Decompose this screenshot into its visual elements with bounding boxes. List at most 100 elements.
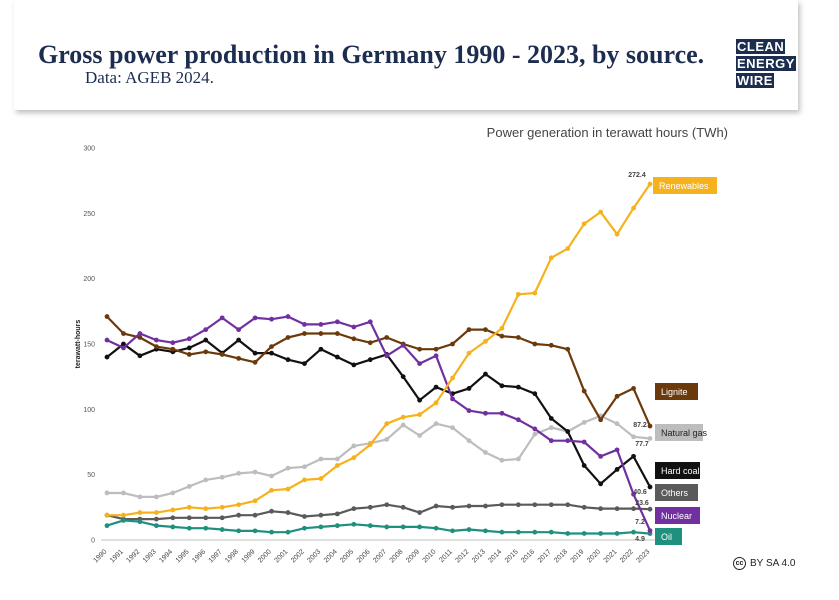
data-point-hard-coal — [104, 354, 110, 360]
data-point-lignite — [433, 346, 439, 352]
series-line-natural-gas — [107, 414, 651, 498]
data-point-others — [515, 502, 521, 508]
data-point-others — [153, 516, 159, 522]
data-point-natural-gas — [203, 477, 209, 483]
data-point-oil — [631, 529, 636, 535]
data-point-others — [219, 515, 225, 521]
data-point-oil — [153, 523, 159, 529]
data-point-hard-coal — [334, 354, 340, 360]
data-point-renewables — [121, 512, 126, 518]
x-tick-label: 2012 — [454, 548, 470, 564]
x-tick-label: 2023 — [635, 548, 651, 564]
x-tick-label: 2001 — [273, 548, 289, 564]
data-point-lignite — [631, 386, 636, 391]
data-point-oil — [598, 531, 604, 536]
x-tick-label: 2014 — [487, 548, 503, 564]
data-point-lignite — [252, 359, 258, 365]
data-point-natural-gas — [104, 490, 110, 496]
data-point-oil — [367, 523, 373, 529]
data-point-nuclear — [203, 327, 209, 333]
x-tick-label: 2008 — [389, 548, 405, 564]
data-point-natural-gas — [515, 456, 521, 462]
data-point-oil — [499, 529, 505, 535]
data-point-natural-gas — [334, 456, 340, 462]
data-point-others — [203, 515, 209, 521]
data-point-natural-gas — [532, 431, 538, 437]
data-point-oil — [581, 531, 587, 536]
series-layer — [104, 181, 653, 536]
data-point-hard-coal — [631, 453, 636, 459]
data-point-others — [581, 504, 587, 510]
data-point-oil — [384, 524, 390, 530]
logo-line-1: CLEAN — [736, 39, 786, 54]
data-point-lignite — [483, 327, 488, 333]
data-point-nuclear — [153, 337, 159, 343]
data-point-natural-gas — [170, 490, 176, 496]
data-point-nuclear — [302, 322, 307, 327]
data-point-nuclear — [499, 410, 505, 416]
x-tick-label: 2004 — [323, 548, 339, 564]
data-point-renewables — [351, 455, 357, 461]
data-point-oil — [285, 529, 291, 535]
data-point-others — [450, 504, 455, 510]
data-point-nuclear — [269, 316, 274, 322]
x-tick-label: 2016 — [520, 548, 536, 564]
y-tick-label: 150 — [83, 342, 95, 349]
data-point-hard-coal — [466, 386, 472, 391]
data-point-nuclear — [219, 315, 225, 321]
y-tick-label: 200 — [83, 276, 95, 283]
data-point-hard-coal — [483, 371, 488, 377]
data-point-others — [384, 502, 390, 508]
series-others — [104, 502, 653, 522]
data-point-hard-coal — [351, 362, 357, 368]
data-point-others — [433, 503, 439, 509]
data-point-lignite — [137, 335, 143, 340]
data-point-renewables — [417, 412, 423, 417]
data-point-hard-coal — [581, 463, 587, 468]
data-point-lignite — [186, 352, 192, 357]
data-point-lignite — [104, 314, 110, 319]
clean-energy-wire-logo: CLEAN ENERGY WIRE — [736, 38, 796, 89]
data-point-renewables — [499, 325, 505, 331]
x-tick-label: 2020 — [586, 548, 602, 564]
data-point-others — [351, 506, 357, 512]
data-point-oil — [334, 523, 340, 529]
license-badge: cc BY SA 4.0 — [733, 557, 795, 570]
data-point-natural-gas — [269, 473, 274, 479]
data-point-hard-coal — [236, 337, 242, 343]
data-point-oil — [548, 529, 554, 535]
data-point-natural-gas — [219, 474, 225, 480]
y-tick-label: 300 — [83, 146, 95, 153]
x-tick-label: 2002 — [290, 548, 306, 564]
data-point-renewables — [153, 510, 159, 515]
data-point-natural-gas — [285, 465, 291, 471]
data-point-oil — [104, 523, 110, 529]
data-point-others — [483, 503, 488, 509]
data-point-natural-gas — [499, 457, 505, 463]
data-point-natural-gas — [318, 456, 324, 462]
data-point-renewables — [532, 290, 538, 296]
data-point-lignite — [548, 342, 554, 348]
data-point-oil — [186, 525, 192, 531]
data-point-others — [186, 515, 192, 521]
x-tick-label: 2003 — [306, 548, 322, 564]
data-point-nuclear — [384, 353, 390, 359]
data-point-natural-gas — [433, 421, 439, 427]
data-point-oil — [532, 529, 538, 535]
data-point-lignite — [384, 335, 390, 340]
x-tick-label: 2017 — [537, 548, 553, 564]
series-line-lignite — [106, 315, 652, 427]
x-tick-label: 1993 — [142, 548, 158, 564]
data-point-oil — [302, 525, 307, 531]
data-point-renewables — [614, 231, 620, 237]
data-point-hard-coal — [515, 384, 521, 390]
data-point-others — [614, 506, 620, 512]
data-point-renewables — [483, 338, 488, 344]
data-point-lignite — [153, 344, 159, 350]
data-point-nuclear — [318, 322, 324, 327]
chart-title: Power generation in terawatt hours (TWh) — [487, 125, 728, 140]
data-point-natural-gas — [614, 421, 620, 427]
data-point-others — [334, 511, 340, 517]
data-point-oil — [483, 528, 488, 534]
